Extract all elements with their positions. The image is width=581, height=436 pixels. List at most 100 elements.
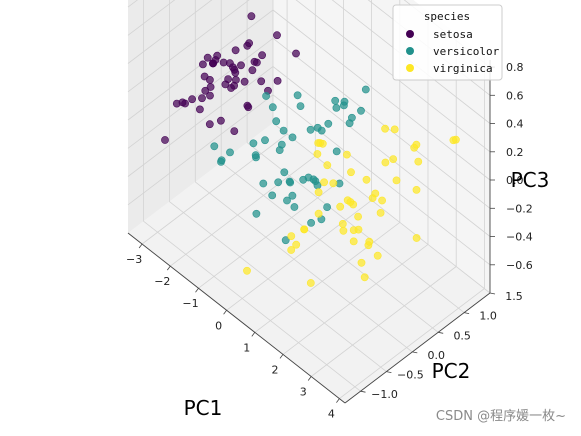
data-point-versicolor bbox=[304, 173, 313, 182]
y-tick-label: −1.0 bbox=[371, 388, 398, 401]
legend-marker-virginica bbox=[406, 64, 414, 72]
data-point-setosa bbox=[188, 95, 196, 104]
data-point-setosa bbox=[161, 136, 169, 144]
z-tick-label: 0.4 bbox=[506, 118, 524, 131]
grid-line-y-floor bbox=[169, 201, 387, 372]
left-pane bbox=[128, 0, 273, 233]
data-point-virginica bbox=[339, 226, 348, 235]
legend: species setosa versicolor virginica bbox=[392, 4, 503, 81]
data-point-setosa bbox=[205, 120, 214, 129]
data-point-versicolor bbox=[288, 133, 297, 142]
data-point-virginica bbox=[368, 194, 377, 202]
data-point-setosa bbox=[201, 86, 210, 95]
data-point-setosa bbox=[206, 91, 214, 100]
data-point-setosa bbox=[257, 77, 266, 86]
data-point-virginica bbox=[354, 225, 363, 234]
data-point-setosa bbox=[221, 80, 230, 89]
legend-marker-versicolor bbox=[406, 47, 414, 55]
data-point-virginica bbox=[287, 246, 296, 254]
data-point-versicolor bbox=[259, 179, 268, 188]
legend-label-versicolor: versicolor bbox=[433, 45, 500, 58]
z-tick-label: 0.8 bbox=[506, 61, 524, 74]
data-point-virginica bbox=[381, 124, 389, 133]
data-point-versicolor bbox=[313, 181, 322, 190]
y-tick-mark bbox=[360, 390, 366, 393]
data-point-virginica bbox=[451, 135, 460, 144]
data-point-versicolor bbox=[332, 147, 341, 156]
data-point-versicolor bbox=[290, 203, 299, 211]
x-tick-mark bbox=[138, 243, 143, 249]
data-point-versicolor bbox=[252, 209, 261, 218]
data-point-versicolor bbox=[339, 101, 348, 110]
data-point-setosa bbox=[213, 51, 222, 60]
z-tick-label: 0.6 bbox=[506, 89, 524, 102]
data-point-versicolor bbox=[306, 125, 315, 134]
x-tick-label: 3 bbox=[300, 386, 307, 399]
data-point-virginica bbox=[381, 158, 390, 167]
tick-labels: −3 −2 −1 0 1 2 3 4 −1.0 −0.5 0.0 0.5 1.0 1.5 −0.6 −0.4 −… bbox=[126, 61, 533, 421]
data-point-virginica bbox=[392, 176, 401, 185]
y-tick-label: 0.5 bbox=[453, 329, 471, 342]
data-point-setosa bbox=[258, 51, 266, 60]
data-point-virginica bbox=[412, 140, 421, 149]
data-point-virginica bbox=[414, 157, 423, 166]
data-point-virginica bbox=[349, 237, 358, 246]
data-point-setosa bbox=[172, 99, 181, 108]
grid-line-y-floor bbox=[143, 220, 361, 392]
watermark-text: CSDN @程序媛一枚~ bbox=[436, 409, 566, 424]
x-tick-mark bbox=[251, 332, 256, 337]
grid-line-x-floor bbox=[310, 266, 457, 377]
data-point-setosa bbox=[181, 99, 189, 108]
data-point-virginica bbox=[412, 234, 421, 242]
y-tick-mark bbox=[412, 351, 418, 354]
y-tick-mark bbox=[438, 331, 444, 334]
z-tick-label: −0.4 bbox=[506, 231, 533, 244]
x-tick-label: 4 bbox=[328, 408, 335, 421]
data-point-versicolor bbox=[272, 117, 281, 126]
data-point-virginica bbox=[314, 139, 323, 147]
data-point-virginica bbox=[362, 175, 371, 184]
data-point-virginica bbox=[338, 219, 347, 228]
data-point-setosa bbox=[231, 46, 240, 55]
data-point-setosa bbox=[247, 12, 256, 21]
grid-line-y-floor bbox=[195, 181, 413, 353]
y-tick-mark bbox=[464, 312, 470, 314]
data-point-versicolor bbox=[323, 203, 331, 211]
y-tick-mark bbox=[489, 292, 496, 295]
data-point-setosa bbox=[195, 105, 204, 114]
data-point-setosa bbox=[203, 53, 212, 62]
data-point-setosa bbox=[198, 60, 207, 69]
grid-line-y-floor bbox=[220, 161, 439, 333]
grid-line-z-back bbox=[331, 0, 491, 124]
grid-line-z-side bbox=[127, 94, 274, 206]
data-point-versicolor bbox=[274, 178, 283, 187]
data-point-virginica bbox=[376, 208, 385, 217]
data-point-versicolor bbox=[332, 104, 341, 112]
data-point-versicolor bbox=[331, 96, 340, 105]
y-tick-label: 1.0 bbox=[479, 310, 497, 323]
data-point-setosa bbox=[273, 31, 281, 40]
x-axis-line bbox=[127, 232, 346, 404]
grid-line-z-side bbox=[127, 66, 274, 177]
data-point-setosa bbox=[198, 94, 206, 103]
x-tick-label: 1 bbox=[243, 341, 250, 354]
grid-line-x-floor bbox=[254, 222, 401, 333]
z-tick-label: −0.2 bbox=[506, 202, 533, 215]
data-point-virginica bbox=[342, 150, 351, 159]
x-axis-label: PC1 bbox=[184, 396, 223, 420]
x-tick-mark bbox=[195, 287, 199, 293]
data-point-virginica bbox=[389, 155, 398, 163]
data-point-setosa bbox=[248, 66, 257, 75]
legend-title: species bbox=[424, 10, 470, 23]
y-tick-label: 1.5 bbox=[505, 290, 523, 303]
x-tick-label: 0 bbox=[215, 319, 222, 332]
x-tick-label: −1 bbox=[182, 297, 198, 310]
grid-line-z-back bbox=[272, 9, 491, 181]
data-point-versicolor bbox=[280, 168, 289, 177]
grid-line-z-back bbox=[272, 94, 491, 266]
data-point-virginica bbox=[287, 232, 296, 240]
data-point-virginica bbox=[336, 202, 345, 211]
grid-line-x-floor bbox=[170, 155, 316, 267]
